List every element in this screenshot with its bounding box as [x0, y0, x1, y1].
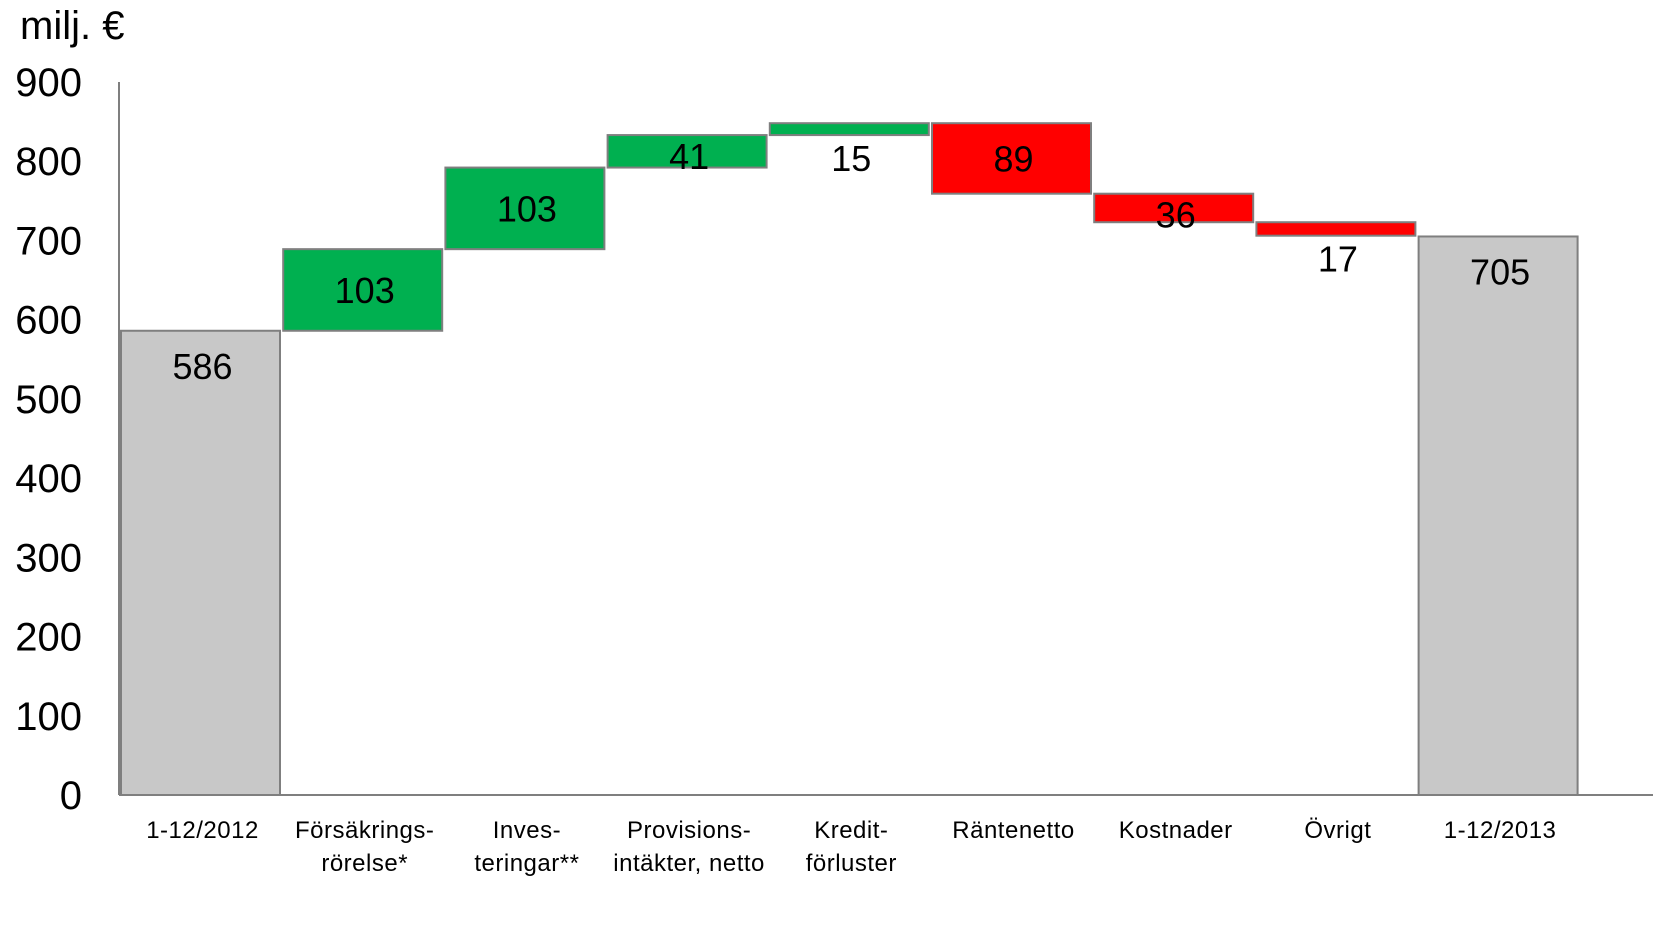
category-label: teringar** — [474, 850, 579, 877]
category-label: Kredit- — [814, 817, 888, 844]
waterfall-bar — [768, 122, 930, 137]
data-label: 586 — [172, 346, 232, 387]
y-tick-label: 600 — [15, 299, 82, 343]
data-label: 41 — [669, 136, 709, 177]
y-tick-label: 0 — [60, 774, 82, 818]
category-label: Inves- — [493, 817, 561, 844]
waterfall-bar — [606, 134, 768, 169]
y-tick-label: 200 — [15, 616, 82, 660]
y-tick-label: 700 — [15, 219, 82, 263]
waterfall-bar — [1417, 235, 1579, 796]
data-label: 705 — [1470, 251, 1530, 292]
category-label: Försäkrings- — [295, 817, 434, 844]
waterfall-bar — [282, 248, 444, 332]
waterfall-bar — [1093, 192, 1255, 224]
waterfall-bar — [1255, 221, 1417, 237]
category-label: 1-12/2012 — [146, 817, 259, 844]
y-tick-label: 400 — [15, 457, 82, 501]
category-label: intäkter, netto — [613, 850, 765, 877]
category-label: Räntenetto — [952, 817, 1074, 844]
data-label: 36 — [1156, 195, 1196, 236]
data-label: 103 — [335, 270, 395, 311]
y-tick-label: 900 — [15, 61, 82, 105]
data-label: 103 — [497, 188, 557, 229]
category-label: Kostnader — [1119, 817, 1233, 844]
waterfall-bar — [931, 122, 1092, 195]
y-tick-label: 100 — [15, 695, 82, 739]
waterfall-bar — [120, 329, 281, 796]
data-label: 17 — [1318, 239, 1358, 280]
category-label: Övrigt — [1304, 817, 1371, 844]
unit-label: milj. € — [20, 4, 125, 48]
y-tick-label: 800 — [15, 140, 82, 184]
category-label: förluster — [806, 850, 897, 877]
y-tick-label: 500 — [15, 378, 82, 422]
data-label: 89 — [993, 138, 1033, 179]
category-label: rörelse* — [321, 850, 408, 877]
data-label: 15 — [831, 138, 871, 179]
waterfall-bar — [444, 166, 606, 251]
category-label: Provisions- — [627, 817, 751, 844]
category-label: 1-12/2013 — [1444, 817, 1557, 844]
y-tick-label: 300 — [15, 536, 82, 580]
